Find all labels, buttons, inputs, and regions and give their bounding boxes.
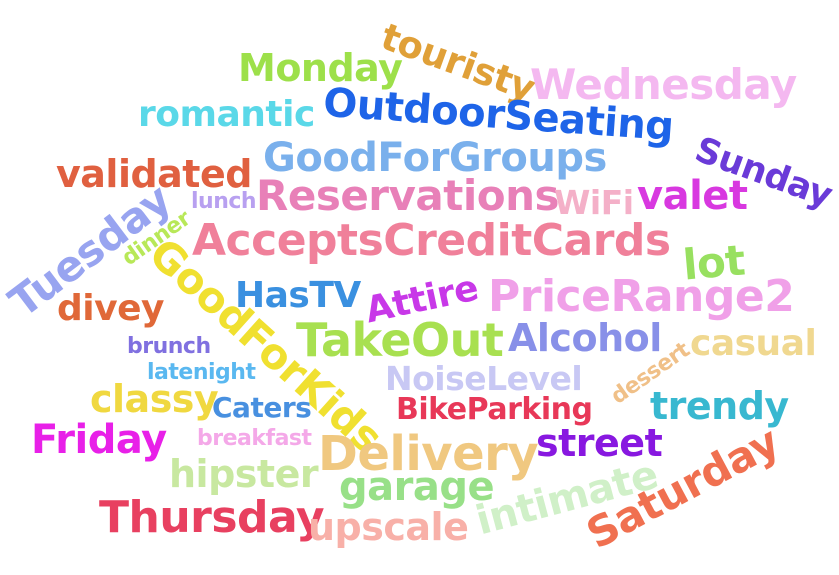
word-brunch: brunch bbox=[127, 334, 211, 359]
word-takeout: TakeOut bbox=[296, 313, 504, 367]
word-goodforgroups: GoodForGroups bbox=[263, 135, 607, 181]
word-trendy: trendy bbox=[650, 384, 789, 428]
word-hipster: hipster bbox=[169, 452, 319, 496]
word-classy: classy bbox=[90, 377, 219, 421]
word-pricerange2: PriceRange2 bbox=[488, 271, 795, 322]
word-acceptscreditcards: AcceptsCreditCards bbox=[192, 215, 671, 266]
word-divey: divey bbox=[57, 288, 164, 329]
word-noiselevel: NoiseLevel bbox=[385, 359, 583, 398]
word-lunch: lunch bbox=[191, 189, 257, 214]
word-bikeparking: BikeParking bbox=[396, 392, 593, 427]
word-validated: validated bbox=[56, 152, 252, 196]
word-romantic: romantic bbox=[138, 94, 315, 135]
word-breakfast: breakfast bbox=[197, 426, 312, 451]
word-wifi: WiFi bbox=[554, 183, 634, 222]
word-monday: Monday bbox=[238, 46, 403, 90]
word-caters: Caters bbox=[212, 391, 312, 424]
word-delivery: Delivery bbox=[318, 426, 539, 482]
word-upscale: upscale bbox=[308, 505, 469, 549]
word-wednesday: Wednesday bbox=[530, 60, 797, 109]
word-friday: Friday bbox=[31, 417, 167, 463]
word-street: street bbox=[536, 421, 663, 465]
word-reservations: Reservations bbox=[256, 171, 559, 220]
word-thursday: Thursday bbox=[99, 492, 325, 543]
word-garage: garage bbox=[339, 464, 495, 510]
word-latenight: latenight bbox=[147, 360, 256, 385]
word-casual: casual bbox=[690, 323, 817, 364]
word-valet: valet bbox=[637, 173, 748, 219]
word-alcohol: Alcohol bbox=[508, 316, 662, 360]
word-hastv: HasTV bbox=[235, 275, 361, 316]
